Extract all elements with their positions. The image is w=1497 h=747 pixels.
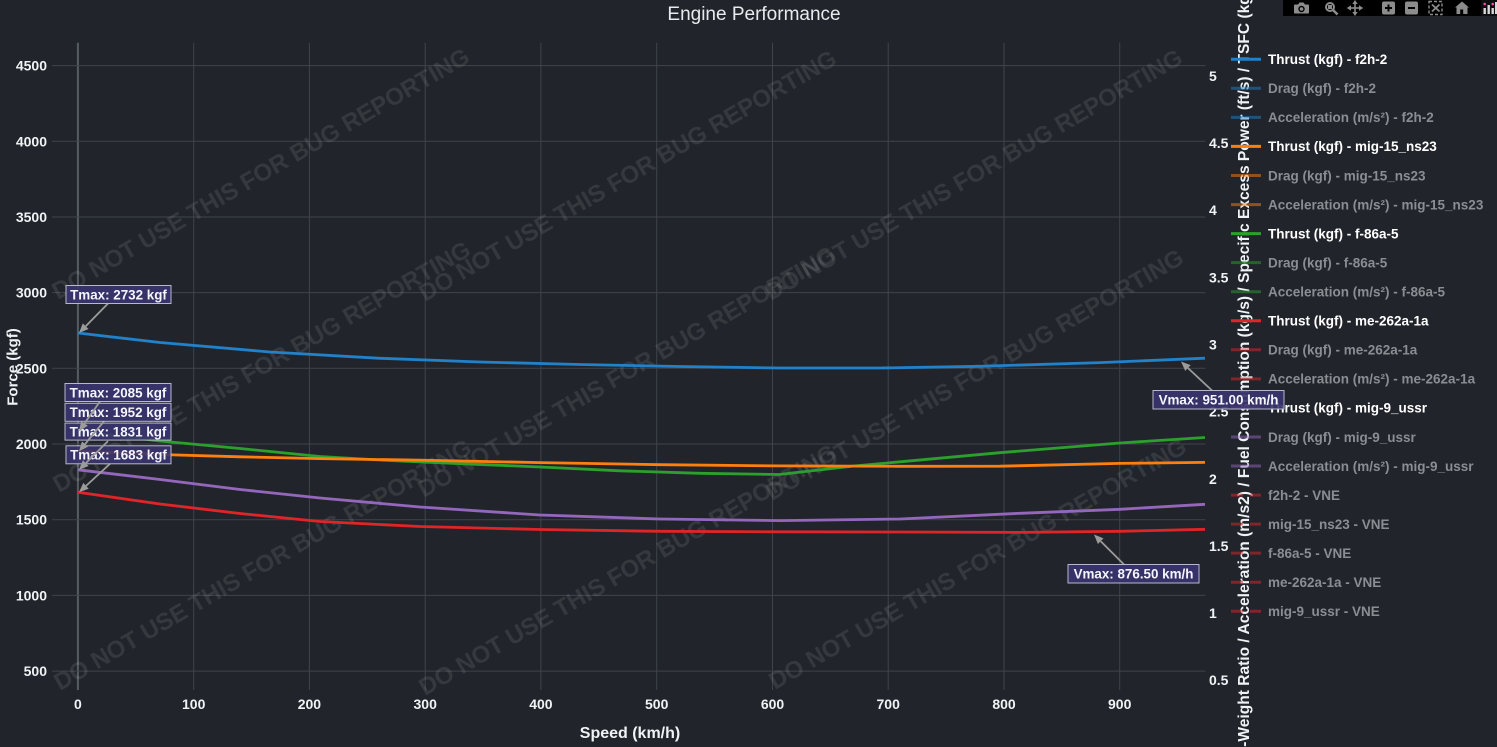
svg-text:900: 900 — [1108, 696, 1132, 712]
svg-text:3500: 3500 — [16, 209, 47, 225]
svg-text:500: 500 — [645, 696, 669, 712]
svg-text:2500: 2500 — [16, 360, 47, 376]
svg-text:Tmax: 2732 kgf: Tmax: 2732 kgf — [70, 287, 167, 302]
svg-text:Vmax: 876.50 km/h: Vmax: 876.50 km/h — [1074, 567, 1194, 582]
svg-text:600: 600 — [761, 696, 785, 712]
svg-text:Thrust (kgf) - mig-15_ns23: Thrust (kgf) - mig-15_ns23 — [1268, 139, 1437, 154]
svg-text:5: 5 — [1209, 68, 1217, 84]
svg-text:0: 0 — [74, 696, 82, 712]
svg-text:1500: 1500 — [16, 512, 47, 528]
svg-text:3: 3 — [1209, 337, 1217, 353]
svg-text:1000: 1000 — [16, 587, 47, 603]
svg-text:3.5: 3.5 — [1209, 269, 1229, 285]
svg-text:200: 200 — [298, 696, 322, 712]
svg-text:Drag (kgf) - mig-9_ussr: Drag (kgf) - mig-9_ussr — [1268, 430, 1417, 445]
svg-text:4500: 4500 — [16, 58, 47, 74]
svg-text:Acceleration (m/s²) - me-262a-: Acceleration (m/s²) - me-262a-1a — [1268, 372, 1476, 387]
svg-text:300: 300 — [414, 696, 438, 712]
svg-text:Acceleration (m/s²) - f-86a-5: Acceleration (m/s²) - f-86a-5 — [1268, 285, 1446, 300]
svg-text:f-86a-5 - VNE: f-86a-5 - VNE — [1268, 546, 1351, 561]
svg-text:Drag (kgf) - me-262a-1a: Drag (kgf) - me-262a-1a — [1268, 343, 1418, 358]
svg-text:0.5: 0.5 — [1209, 672, 1229, 688]
svg-text:Thrust-to-Weight Ratio / Accel: Thrust-to-Weight Ratio / Acceleration (m… — [1236, 0, 1253, 747]
svg-text:Vmax: 951.00 km/h: Vmax: 951.00 km/h — [1159, 393, 1279, 408]
svg-text:100: 100 — [182, 696, 206, 712]
svg-text:mig-9_ussr - VNE: mig-9_ussr - VNE — [1268, 604, 1380, 619]
svg-text:400: 400 — [529, 696, 553, 712]
svg-text:500: 500 — [24, 663, 48, 679]
svg-text:Drag (kgf) - f-86a-5: Drag (kgf) - f-86a-5 — [1268, 255, 1388, 270]
svg-text:2: 2 — [1209, 471, 1217, 487]
svg-text:Acceleration (m/s²) - f2h-2: Acceleration (m/s²) - f2h-2 — [1268, 110, 1434, 125]
svg-text:me-262a-1a - VNE: me-262a-1a - VNE — [1268, 575, 1381, 590]
svg-text:Thrust (kgf) - mig-9_ussr: Thrust (kgf) - mig-9_ussr — [1268, 401, 1428, 416]
svg-text:Tmax: 2085 kgf: Tmax: 2085 kgf — [70, 385, 167, 400]
svg-text:mig-15_ns23 - VNE: mig-15_ns23 - VNE — [1268, 517, 1390, 532]
svg-text:Thrust (kgf) - f2h-2: Thrust (kgf) - f2h-2 — [1268, 52, 1387, 67]
svg-text:Thrust (kgf) - f-86a-5: Thrust (kgf) - f-86a-5 — [1268, 226, 1399, 241]
svg-text:4.5: 4.5 — [1209, 135, 1229, 151]
svg-text:Tmax: 1831 kgf: Tmax: 1831 kgf — [70, 424, 167, 439]
svg-text:3000: 3000 — [16, 285, 47, 301]
svg-text:Drag (kgf) - mig-15_ns23: Drag (kgf) - mig-15_ns23 — [1268, 168, 1426, 183]
svg-text:4: 4 — [1209, 202, 1217, 218]
svg-text:f2h-2 - VNE: f2h-2 - VNE — [1268, 488, 1340, 503]
svg-text:800: 800 — [992, 696, 1016, 712]
svg-text:Drag (kgf) - f2h-2: Drag (kgf) - f2h-2 — [1268, 81, 1376, 96]
svg-text:4000: 4000 — [16, 133, 47, 149]
svg-text:Force (kgf): Force (kgf) — [5, 328, 22, 406]
svg-text:Thrust (kgf) - me-262a-1a: Thrust (kgf) - me-262a-1a — [1268, 314, 1429, 329]
svg-text:1.5: 1.5 — [1209, 538, 1229, 554]
svg-text:Engine Performance: Engine Performance — [667, 4, 840, 25]
svg-text:700: 700 — [877, 696, 901, 712]
svg-text:2000: 2000 — [16, 436, 47, 452]
svg-text:Acceleration (m/s²) - mig-15_n: Acceleration (m/s²) - mig-15_ns23 — [1268, 197, 1484, 212]
svg-text:Tmax: 1952 kgf: Tmax: 1952 kgf — [70, 405, 167, 420]
svg-text:1: 1 — [1209, 605, 1217, 621]
svg-text:Tmax: 1683 kgf: Tmax: 1683 kgf — [70, 448, 167, 463]
svg-text:Acceleration (m/s²) - mig-9_us: Acceleration (m/s²) - mig-9_ussr — [1268, 459, 1474, 474]
svg-text:Speed (km/h): Speed (km/h) — [580, 725, 680, 742]
